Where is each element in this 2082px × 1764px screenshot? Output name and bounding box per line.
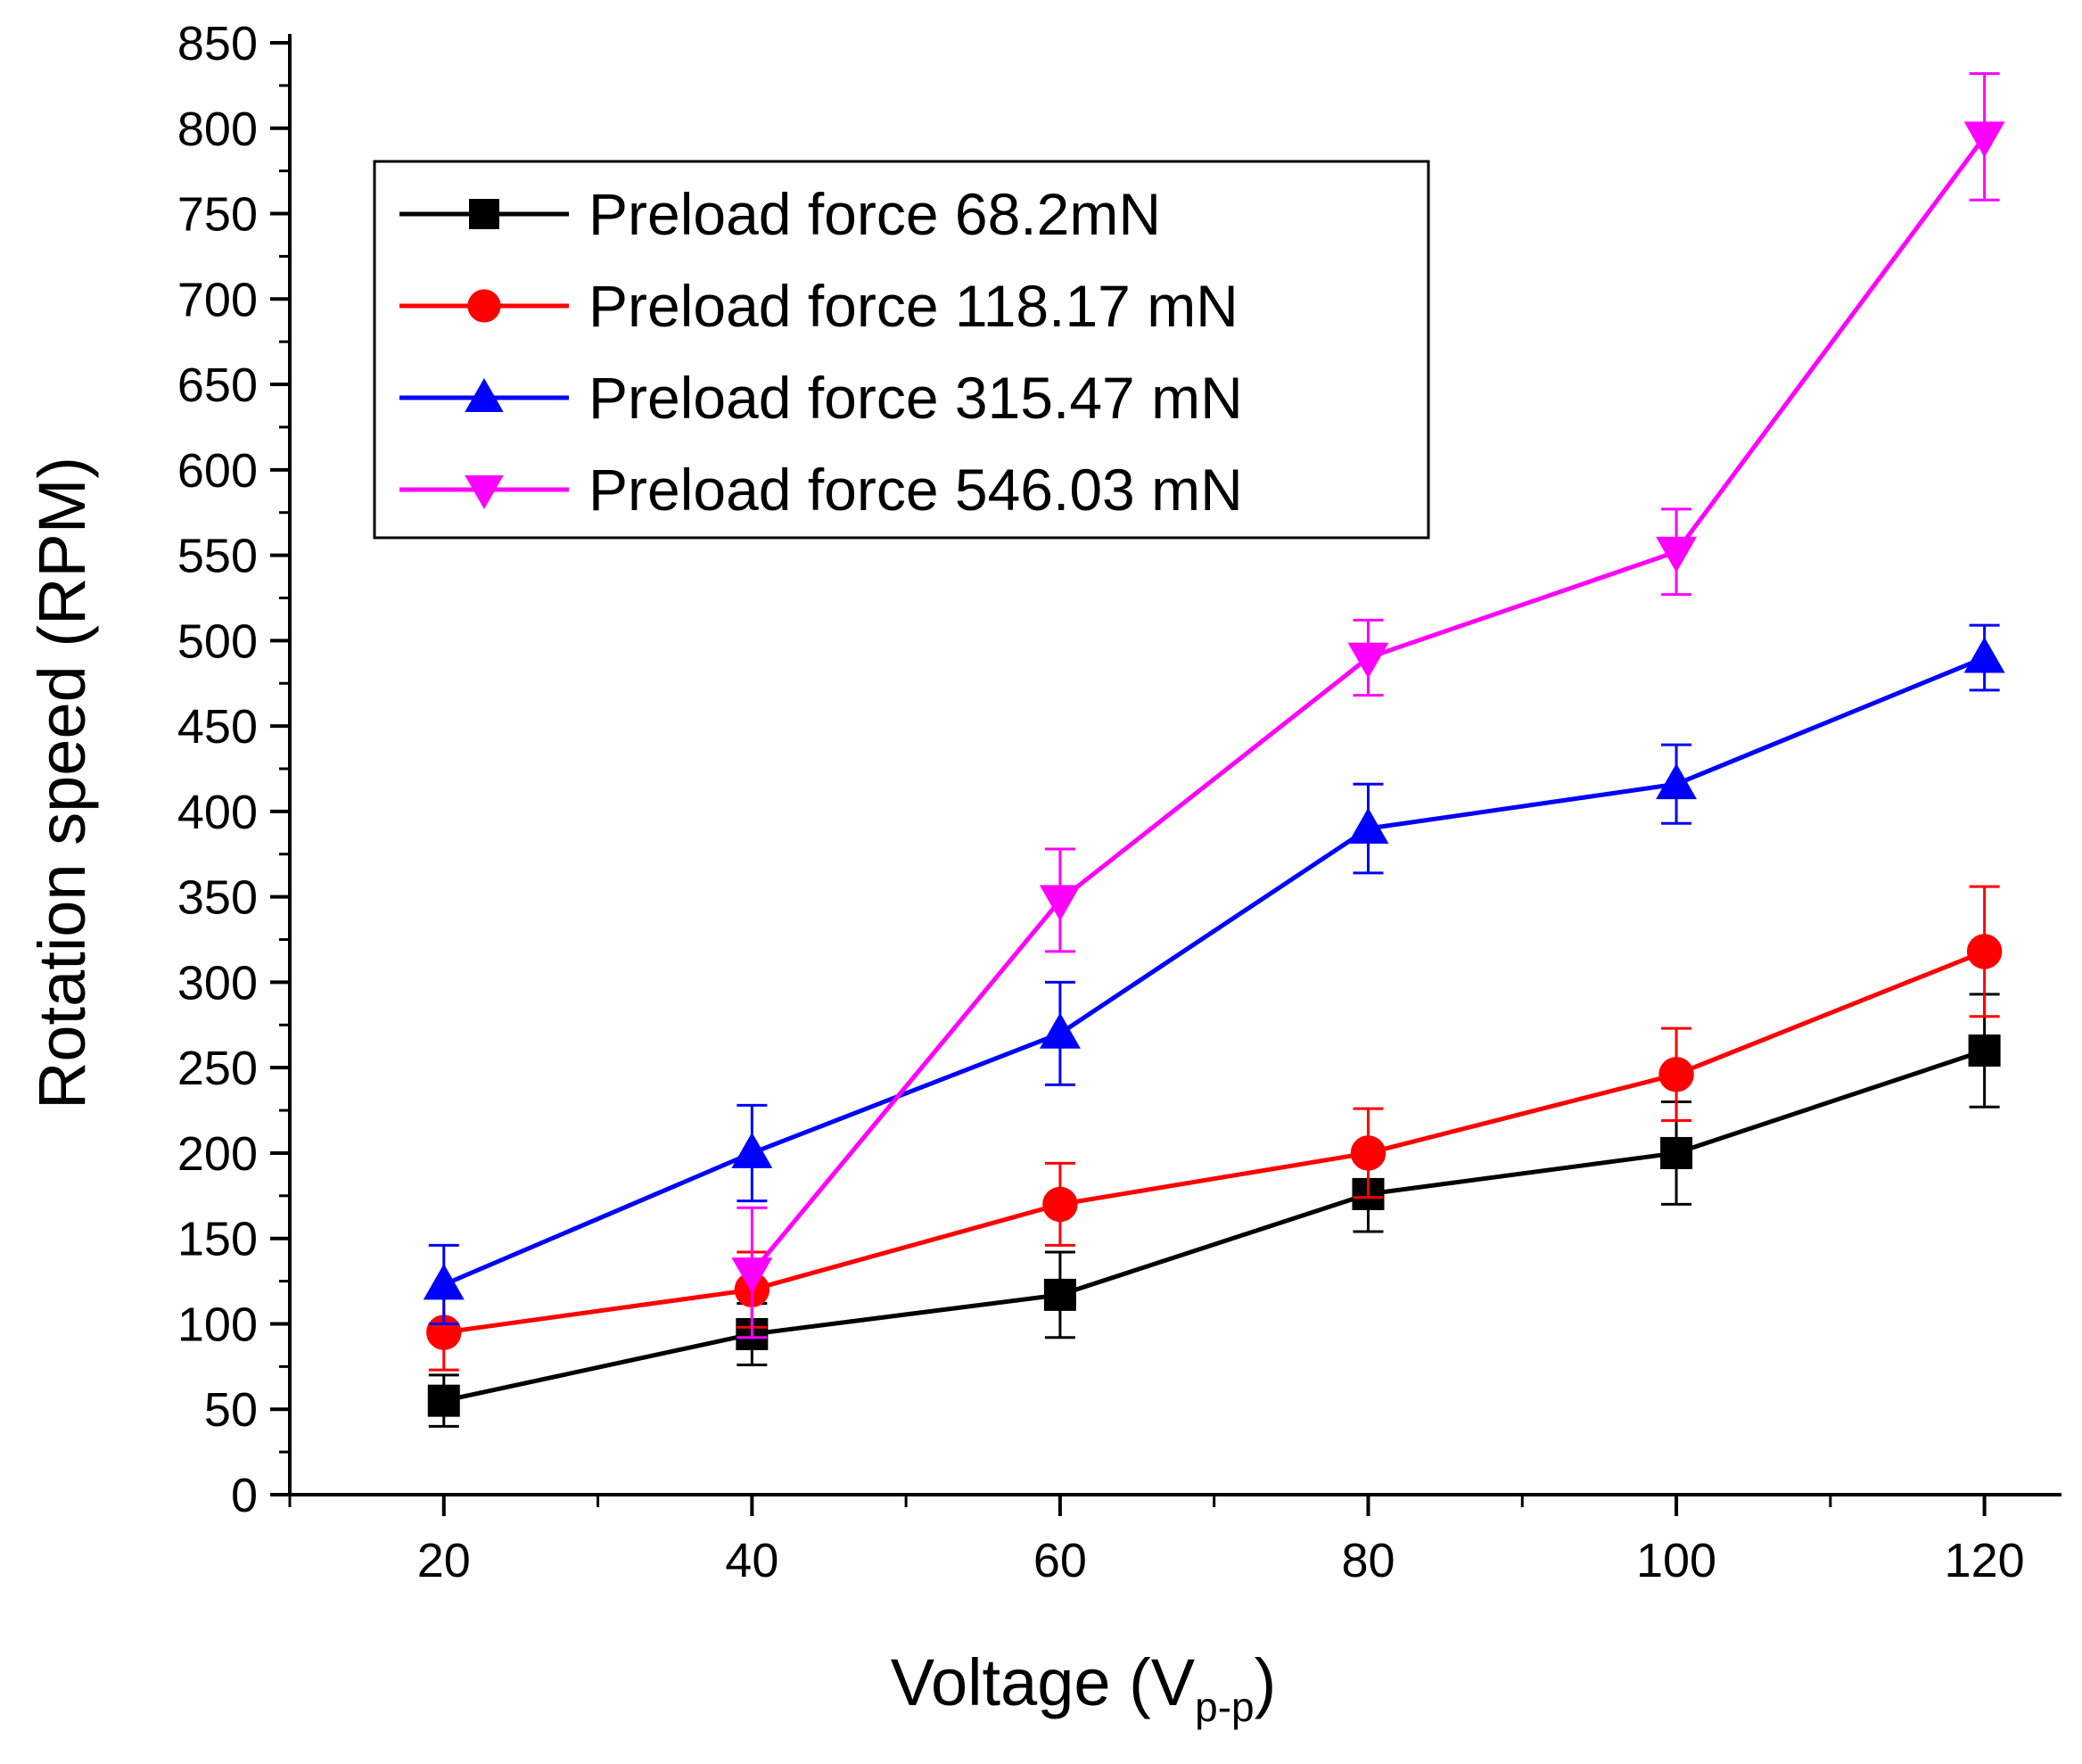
x-axis-title: Voltage (Vp-p) — [891, 1645, 1277, 1730]
legend-items: Preload force 68.2mN Preload force 118.17… — [399, 181, 1243, 523]
series-4 — [731, 71, 2005, 1339]
legend-item: Preload force 68.2mN — [399, 181, 1161, 247]
series-line — [442, 655, 1986, 1287]
data-point — [423, 1264, 465, 1300]
series-3 — [423, 623, 2005, 1325]
legend: Preload force 68.2mN Preload force 118.17… — [373, 160, 1430, 540]
y-tick-label: 750 — [177, 188, 258, 242]
data-point — [1039, 1012, 1081, 1049]
legend-label: Preload force 68.2mN — [588, 181, 1161, 247]
data-point — [1963, 637, 2005, 673]
x-tick-label: 100 — [1636, 1534, 1716, 1587]
data-point — [1658, 1057, 1694, 1092]
legend-item: Preload force 546.03 mN — [399, 457, 1243, 523]
legend-item: Preload force 315.47 mN — [399, 365, 1243, 431]
x-axis-title-suffix: ) — [1255, 1645, 1277, 1719]
x-tick-label: 120 — [1945, 1534, 2025, 1587]
data-point — [1656, 536, 1698, 573]
y-tick-label: 650 — [177, 359, 258, 412]
y-tick-label: 700 — [177, 273, 258, 326]
y-tick-label: 350 — [177, 871, 258, 925]
legend-marker — [465, 475, 504, 510]
legend-marker — [469, 199, 499, 229]
data-point — [1042, 1186, 1078, 1223]
data-point — [1350, 1135, 1387, 1171]
data-point — [427, 1384, 460, 1417]
legend-label: Preload force 315.47 mN — [588, 365, 1243, 431]
x-tick-label: 60 — [1033, 1534, 1087, 1587]
data-point — [1347, 642, 1389, 679]
y-tick-label: 450 — [177, 700, 258, 754]
y-tick-label: 800 — [177, 103, 258, 156]
y-tick-label: 850 — [177, 17, 258, 70]
legend-box — [373, 160, 1430, 540]
legend-label: Preload force 118.17 mN — [588, 273, 1239, 339]
data-point — [1660, 1136, 1693, 1169]
x-tick-label: 40 — [725, 1534, 778, 1587]
legend-marker — [467, 289, 501, 323]
legend-marker — [465, 377, 504, 412]
y-tick-label: 100 — [177, 1298, 258, 1351]
x-axis-title-main: Voltage (V — [891, 1645, 1196, 1719]
y-tick-label: 250 — [177, 1042, 258, 1095]
y-axis-title: Rotation speed (RPM) — [25, 457, 99, 1109]
y-tick-label: 50 — [204, 1383, 258, 1437]
series-line — [443, 949, 1986, 1335]
y-axis: 0 50 100 150 200 250 300 350 400 450 500 550 600 650 7… — [177, 17, 290, 1522]
data-point — [1968, 1034, 2001, 1067]
data-point — [1966, 934, 2003, 969]
data-point — [1347, 807, 1389, 844]
y-tick-label: 0 — [231, 1469, 258, 1522]
x-axis-title-subscript: p-p — [1195, 1684, 1254, 1730]
data-point — [1039, 885, 1081, 921]
data-point — [1963, 121, 2005, 158]
y-tick-label: 150 — [177, 1213, 258, 1266]
legend-label: Preload force 546.03 mN — [588, 457, 1243, 523]
x-tick-label: 20 — [417, 1534, 471, 1587]
data-point — [1656, 762, 1698, 800]
x-axis: 20 40 60 80 100 120 — [288, 1495, 2025, 1587]
legend-item: Preload force 118.17 mN — [399, 273, 1239, 339]
y-tick-label: 400 — [177, 786, 258, 839]
y-tick-label: 550 — [177, 530, 258, 583]
x-tick-label: 80 — [1341, 1534, 1395, 1587]
y-tick-label: 200 — [177, 1127, 258, 1181]
y-tick-label: 500 — [177, 614, 258, 668]
y-tick-label: 300 — [177, 956, 258, 1010]
series-layer — [423, 71, 2005, 1428]
y-tick-label: 600 — [177, 444, 258, 498]
plot-frame — [288, 34, 2061, 1496]
data-point — [731, 1132, 773, 1168]
data-point — [731, 1257, 773, 1294]
data-point — [1043, 1278, 1076, 1311]
series-line — [443, 1048, 1986, 1404]
